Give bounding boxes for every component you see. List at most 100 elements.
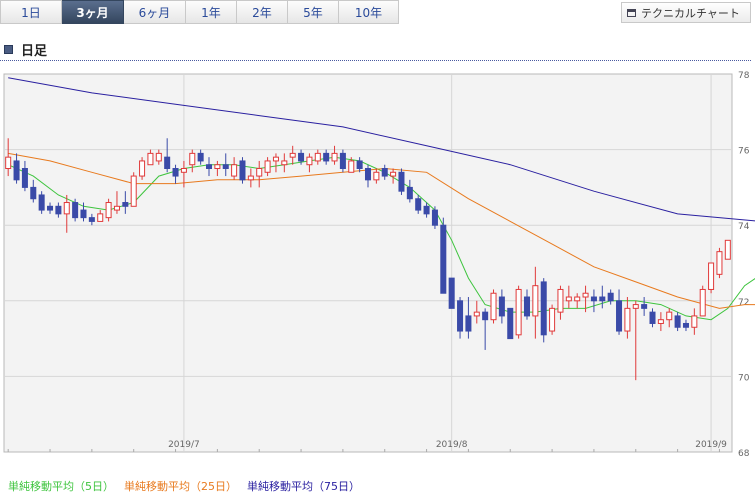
x-tick-label: 2019/8: [436, 440, 468, 450]
x-tick-label: 2019/7: [168, 440, 200, 450]
y-tick-label: 74: [738, 222, 750, 232]
candle-up: [139, 160, 146, 177]
tab-period[interactable]: 1年: [186, 0, 237, 24]
candle-up: [281, 160, 288, 166]
section-header: 日足: [4, 40, 47, 59]
tab-period[interactable]: 3ヶ月: [62, 0, 124, 24]
candle-down: [164, 156, 171, 170]
candle-up: [214, 164, 221, 170]
y-tick-label: 70: [738, 373, 750, 383]
candle-down: [197, 152, 204, 162]
candle-down: [122, 202, 129, 207]
candle-down: [339, 152, 346, 169]
candle-up: [314, 152, 321, 162]
tab-period[interactable]: 1日: [0, 0, 62, 24]
y-tick-label: 72: [738, 298, 749, 308]
candle-up: [5, 156, 12, 170]
candle-up: [724, 239, 731, 260]
tab-period[interactable]: 2年: [237, 0, 288, 24]
candle-up: [582, 292, 589, 298]
candle-up: [105, 202, 112, 219]
candle-down: [540, 281, 547, 336]
candle-up: [565, 296, 572, 302]
candle-down: [172, 168, 179, 177]
candle-up: [180, 168, 187, 173]
candle-up: [231, 164, 238, 177]
candle-down: [616, 300, 623, 332]
ma-line-2: [8, 77, 755, 222]
candle-up: [532, 285, 539, 317]
candle-down: [590, 296, 597, 302]
candle-down: [440, 224, 447, 294]
candle-down: [356, 160, 363, 170]
candle-up: [708, 262, 715, 290]
candle-down: [641, 304, 648, 309]
divider: [0, 60, 751, 61]
candle-down: [323, 152, 330, 162]
candle-up: [289, 152, 296, 158]
tab-period[interactable]: 6ヶ月: [124, 0, 186, 24]
candle-down: [465, 315, 472, 332]
candle-down: [523, 296, 530, 317]
y-tick-label: 78: [738, 71, 750, 81]
candle-down: [406, 186, 413, 200]
candle-up: [657, 319, 664, 324]
candle-down: [482, 311, 489, 321]
candle-up: [716, 251, 723, 275]
candle-down: [21, 168, 28, 188]
candle-up: [557, 288, 564, 313]
candle-up: [306, 156, 313, 166]
candle-up: [632, 304, 639, 309]
candle-up: [331, 152, 338, 162]
y-tick-label: 68: [738, 449, 750, 459]
candle-up: [515, 288, 522, 336]
candle-up: [147, 152, 154, 166]
technical-chart-label: テクニカルチャート: [641, 6, 740, 20]
tab-period[interactable]: 10年: [339, 0, 399, 24]
candle-down: [498, 296, 505, 317]
candle-up: [691, 315, 698, 328]
candle-down: [674, 315, 681, 328]
candle-up: [155, 152, 162, 162]
candle-up: [97, 213, 104, 222]
candle-down: [30, 186, 37, 200]
candle-down: [448, 277, 455, 309]
candle-up: [256, 168, 263, 177]
candle-down: [72, 202, 79, 219]
candle-down: [431, 209, 438, 226]
x-tick-label: 2019/9: [695, 440, 727, 450]
candle-up: [130, 175, 137, 207]
candle-down: [607, 292, 614, 302]
candle-down: [206, 164, 213, 170]
candle-down: [88, 217, 95, 222]
candle-down: [298, 152, 305, 162]
candle-up: [490, 292, 497, 321]
technical-chart-button[interactable]: テクニカルチャート: [621, 2, 751, 23]
tab-period[interactable]: 5年: [288, 0, 339, 24]
candle-up: [574, 296, 581, 302]
candle-down: [364, 168, 372, 181]
legend-ma5: 単純移動平均（5日）: [8, 480, 114, 493]
candle-down: [507, 307, 514, 340]
candle-down: [13, 160, 20, 181]
square-bullet-icon: [4, 45, 13, 54]
candle-up: [272, 156, 279, 162]
candle-up: [189, 152, 196, 166]
candle-down: [649, 311, 656, 324]
candle-down: [222, 164, 229, 170]
candle-down: [381, 168, 388, 177]
candle-up: [390, 171, 397, 177]
candle-up: [549, 307, 556, 332]
candle-up: [348, 160, 355, 173]
candle-up: [473, 311, 480, 317]
candle-down: [47, 205, 54, 211]
y-tick-label: 76: [738, 147, 750, 157]
section-title: 日足: [21, 44, 48, 59]
candle-up: [113, 205, 120, 211]
plot-area: [3, 73, 733, 453]
window-icon: [627, 8, 636, 17]
legend-ma75: 単純移動平均（75日）: [247, 480, 360, 493]
legend-ma25: 単純移動平均（25日）: [124, 480, 237, 493]
candle-up: [699, 288, 706, 317]
candle-up: [264, 160, 271, 173]
